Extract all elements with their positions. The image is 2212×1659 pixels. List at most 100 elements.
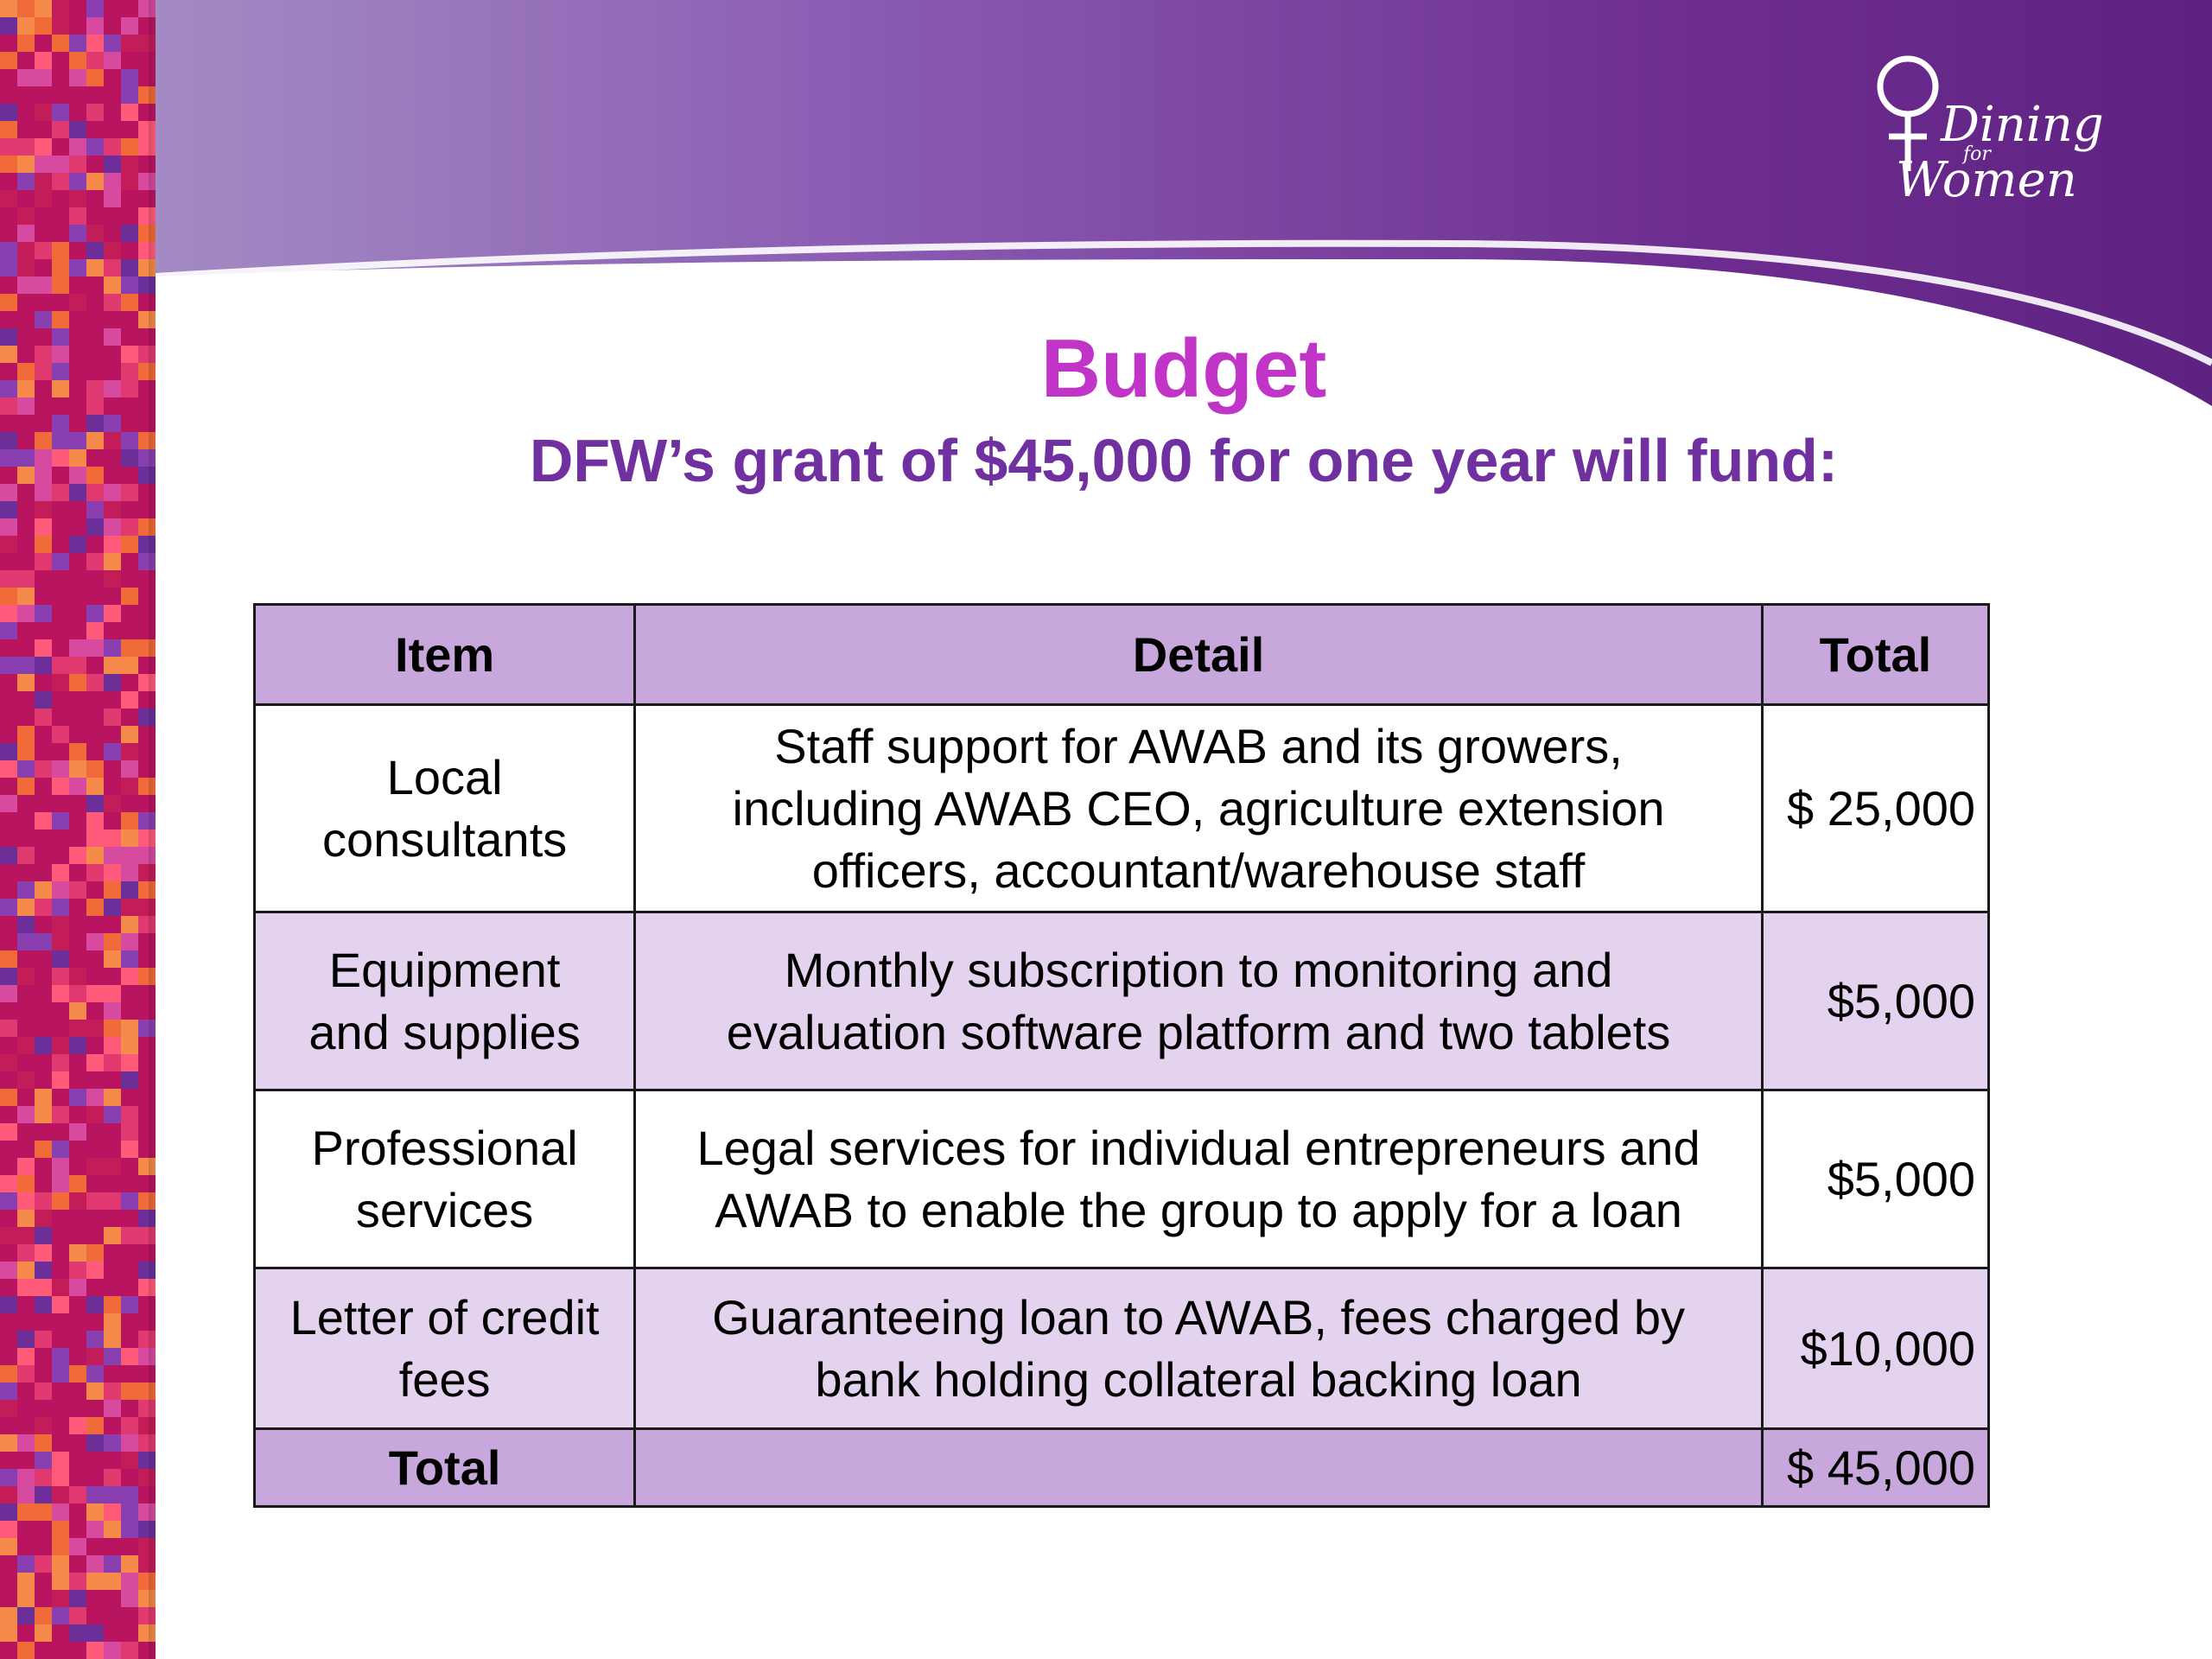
pattern-tile [0, 518, 17, 536]
pattern-tile [0, 380, 17, 397]
pattern-tile [104, 570, 121, 588]
pattern-tile [35, 484, 52, 501]
pattern-tile [0, 242, 17, 259]
pattern-tile [138, 1573, 156, 1590]
pattern-tile [69, 1590, 86, 1607]
pattern-tile [121, 225, 138, 242]
cell-line: bank holding collateral backing loan [815, 1351, 1582, 1407]
pattern-tile [69, 1279, 86, 1296]
pattern-tile [69, 985, 86, 1002]
pattern-tile [0, 294, 17, 311]
pattern-tile [121, 1590, 138, 1607]
pattern-tile [104, 1158, 121, 1175]
pattern-tile [104, 881, 121, 899]
pattern-tile [138, 1434, 156, 1452]
pattern-tile [69, 743, 86, 760]
pattern-tile [104, 173, 121, 190]
pattern-tile [0, 432, 17, 449]
pattern-tile [35, 933, 52, 950]
pattern-tile [86, 605, 104, 622]
pattern-tile [86, 1262, 104, 1279]
pattern-tile [86, 259, 104, 276]
pattern-tile [0, 985, 17, 1002]
pattern-tile [52, 121, 69, 138]
pattern-tile [86, 173, 104, 190]
pattern-tile [35, 881, 52, 899]
pattern-tile [35, 605, 52, 622]
pattern-tile [35, 1434, 52, 1452]
pattern-tile [138, 536, 156, 553]
pattern-tile [35, 1417, 52, 1434]
pattern-tile [17, 1037, 35, 1054]
pattern-tile [52, 346, 69, 363]
pattern-tile [121, 1434, 138, 1452]
pattern-tile [35, 1192, 52, 1210]
pattern-tile [0, 104, 17, 121]
pattern-tile [86, 985, 104, 1002]
pattern-tile [17, 1210, 35, 1227]
cell-line: Guaranteeing loan to AWAB, fees charged … [712, 1289, 1685, 1344]
pattern-tile [52, 1175, 69, 1192]
pattern-tile [138, 346, 156, 363]
logo-text-women: Women [1896, 152, 2077, 208]
pattern-tile [35, 1227, 52, 1244]
pattern-tile [104, 1313, 121, 1331]
pattern-tile [17, 1244, 35, 1262]
pattern-tile [104, 864, 121, 881]
pattern-tile [52, 1158, 69, 1175]
pattern-tile [86, 0, 104, 17]
pattern-tile [138, 1417, 156, 1434]
dining-for-women-logo: Dining for Women [1873, 45, 2124, 218]
pattern-tile [121, 760, 138, 778]
pattern-tile [69, 1089, 86, 1106]
pattern-tile [0, 190, 17, 207]
pattern-tile [17, 1365, 35, 1382]
pattern-tile [104, 985, 121, 1002]
pattern-tile [35, 1452, 52, 1469]
pattern-tile [104, 1002, 121, 1020]
pattern-tile [69, 121, 86, 138]
pattern-tile [0, 259, 17, 276]
pattern-tile [86, 812, 104, 830]
pattern-tile [121, 380, 138, 397]
pattern-tile [121, 363, 138, 380]
pattern-tile [86, 933, 104, 950]
pattern-tile [138, 639, 156, 657]
pattern-tile [69, 69, 86, 86]
pattern-tile [138, 1400, 156, 1417]
pattern-tile [138, 1382, 156, 1400]
pattern-tile [0, 657, 17, 674]
pattern-tile [17, 1486, 35, 1503]
pattern-tile [17, 173, 35, 190]
pattern-tile [35, 709, 52, 726]
pattern-tile [35, 812, 52, 830]
pattern-tile [104, 1434, 121, 1452]
pattern-tile [86, 864, 104, 881]
pattern-tile [52, 156, 69, 173]
pattern-tile [52, 1590, 69, 1607]
pattern-tile [52, 432, 69, 449]
pattern-tile [17, 1192, 35, 1210]
pattern-tile [138, 864, 156, 881]
detail-cell: Guaranteeing loan to AWAB, fees charged … [633, 1267, 1764, 1430]
cell-line: Letter of credit [289, 1289, 600, 1344]
pattern-tile [121, 830, 138, 847]
pattern-tile [138, 709, 156, 726]
pattern-tile [0, 501, 17, 518]
pattern-tile [138, 899, 156, 916]
pattern-tile [35, 1555, 52, 1573]
total-cell: $5,000 [1760, 911, 1991, 1091]
pattern-tile [17, 778, 35, 795]
pattern-tile [69, 674, 86, 691]
pattern-tile [86, 899, 104, 916]
pattern-tile [86, 1624, 104, 1642]
pattern-tile [121, 346, 138, 363]
pattern-tile [52, 380, 69, 397]
pattern-tile [138, 1624, 156, 1642]
pattern-tile [138, 881, 156, 899]
pattern-tile [17, 449, 35, 467]
pattern-tile [0, 1262, 17, 1279]
pattern-tile [35, 467, 52, 484]
pattern-tile [0, 17, 17, 35]
